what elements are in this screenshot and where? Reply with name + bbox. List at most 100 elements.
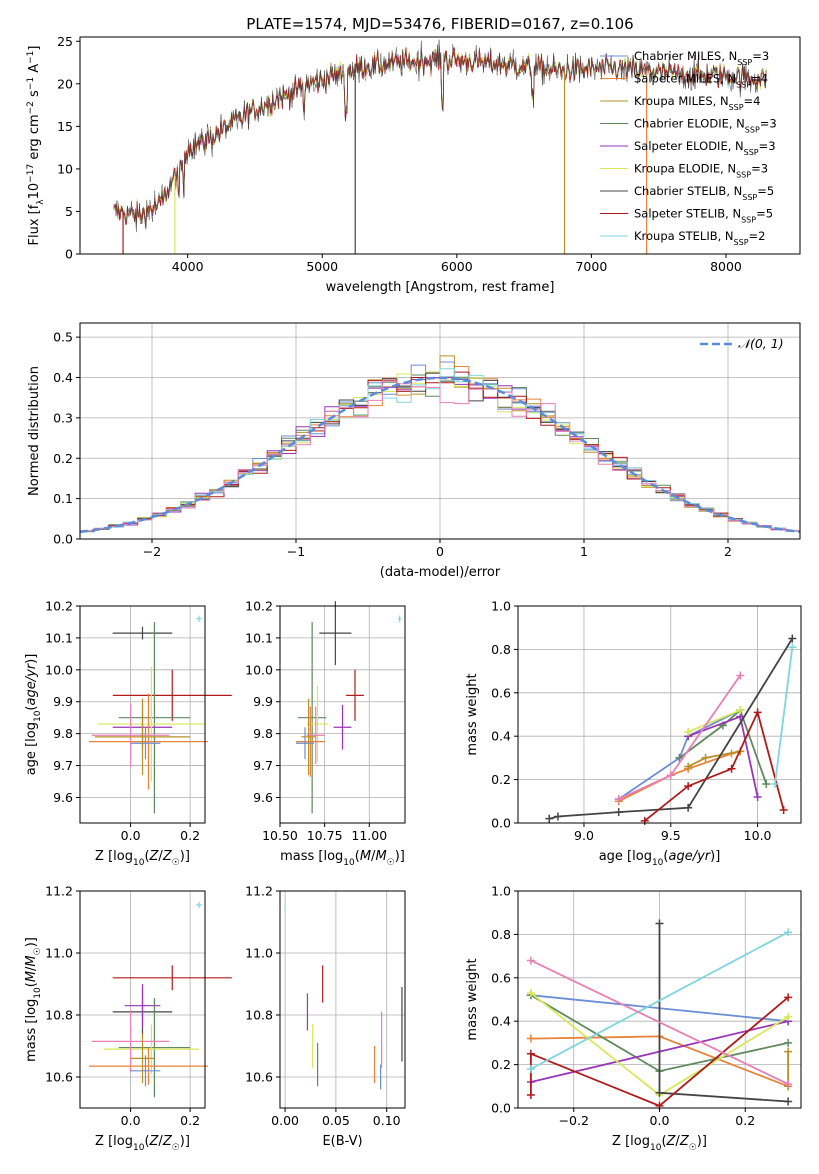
axes-frame	[279, 890, 406, 1109]
x-tick-label: 0.0	[121, 1113, 141, 1128]
data-point	[784, 928, 793, 937]
y-tick-label: 0.6	[491, 685, 511, 700]
y-tick-label: 11.0	[45, 946, 73, 961]
series-line-kroupa-stelib	[774, 647, 794, 785]
y-axis-label: mass weight	[465, 673, 480, 755]
series-line-kroupa-elodie	[687, 709, 741, 733]
y-tick-label: 9.9	[53, 694, 73, 709]
data-point	[684, 762, 693, 771]
data-point	[701, 753, 710, 762]
x-axis-label: mass [log10(M/M☉)]	[280, 849, 405, 868]
legend-entry: Salpeter ELODIE, NSSP=3	[634, 139, 776, 157]
x-tick-label: 0.2	[735, 1113, 755, 1128]
y-tick-label: 9.7	[253, 758, 273, 773]
data-point	[784, 1097, 793, 1106]
y-tick-label: 0.0	[491, 816, 511, 831]
y-tick-label: 15	[57, 119, 73, 134]
axes-mass-vs-Z: 0.0 0.2 10.6 10.8 11.0 11.2 Z [log10(Z/Z☉)] mas…	[24, 884, 232, 1153]
data-point	[784, 1038, 793, 1047]
y-tick-label: 9.8	[253, 726, 273, 741]
y-tick-label: 1.0	[491, 599, 511, 614]
legend-entry: Kroupa MILES, NSSP=4	[634, 94, 760, 112]
legend-entry: Kroupa STELIB, NSSP=2	[634, 229, 765, 247]
x-tick-label: 7000	[575, 259, 607, 274]
data-point	[753, 792, 762, 801]
y-tick-label: 0.8	[491, 927, 511, 942]
legend-entry: 𝒩(0, 1)	[738, 336, 784, 351]
axes-frame	[279, 605, 406, 824]
axes-age-vs-mass: 10.50 10.75 11.00 9.6 9.7 9.8 9.9 10.0 10.1 10.2 m…	[245, 599, 406, 868]
data-point	[526, 956, 535, 965]
x-axis-label: Z [log10(Z/Z☉)]	[612, 1134, 707, 1153]
x-tick-label: 10.50	[262, 828, 298, 843]
data-point	[779, 805, 788, 814]
legend-entry: Salpeter STELIB, NSSP=5	[634, 207, 773, 225]
data-point	[770, 779, 779, 788]
legend-entry: Kroupa ELODIE, NSSP=3	[634, 162, 768, 180]
data-point	[545, 814, 554, 823]
x-tick-label: 9.5	[661, 828, 681, 843]
y-tick-label: 9.8	[53, 726, 73, 741]
axes-frame	[517, 890, 802, 1109]
normal-curve	[79, 376, 801, 534]
y-tick-label: 0.6	[491, 970, 511, 985]
data-point	[614, 795, 623, 804]
data-point	[762, 779, 771, 788]
data-point	[526, 1090, 535, 1099]
data-point	[526, 1049, 535, 1058]
x-tick-label: 1	[580, 544, 588, 559]
y-tick-label: 11.2	[245, 884, 273, 899]
x-tick-label: 0.10	[373, 1113, 401, 1128]
y-tick-label: 10.0	[45, 662, 73, 677]
series-line-pink	[618, 674, 741, 800]
axes-mass-vs-ebv: 0.00 0.05 0.10 10.6 10.8 11.0 11.2 E(B-V)	[245, 884, 406, 1149]
axes-residuals: −2 −1 0 1 2 0.0 0.1 0.2 0.3 0.4 0.5 𝒩(0, 1) (data-mo…	[27, 322, 801, 580]
y-axis-label: age [log10(age/yr)]	[24, 654, 43, 776]
y-tick-label: 0.8	[491, 642, 511, 657]
y-tick-label: 0.4	[491, 729, 511, 744]
x-tick-label: 9.0	[574, 828, 594, 843]
data-point	[526, 1034, 535, 1043]
y-tick-label: 10.2	[245, 599, 273, 614]
plot-area	[113, 39, 767, 254]
y-tick-label: 0.2	[491, 772, 511, 787]
series-line-chabrier-miles	[618, 709, 741, 800]
plot-area	[284, 903, 403, 1090]
spectrum-line-salpeter-stelib	[113, 44, 767, 228]
y-axis-label: Normed distribution	[27, 366, 42, 496]
x-tick-label: −1	[287, 544, 305, 559]
legend-entry: Chabrier ELODIE, NSSP=3	[634, 117, 777, 135]
data-point	[784, 1047, 793, 1056]
y-tick-label: 9.6	[53, 790, 73, 805]
x-tick-label: −0.2	[559, 1113, 589, 1128]
legend-entry: Chabrier STELIB, NSSP=5	[634, 184, 774, 202]
data-point	[655, 1088, 664, 1097]
axes-mass-weight-vs-age: 9.0 9.5 10.0 0.0 0.2 0.4 0.6 0.8 1.0 age [log10(a…	[465, 599, 802, 868]
data-point	[788, 643, 797, 652]
x-axis-label: age [log10(age/yr)]	[599, 849, 721, 868]
x-tick-label: 0.05	[322, 1113, 350, 1128]
y-tick-label: 10.6	[45, 1070, 73, 1085]
y-tick-label: 0.2	[53, 451, 73, 466]
data-point	[753, 708, 762, 717]
y-tick-label: 11.2	[45, 884, 73, 899]
data-point	[784, 1012, 793, 1021]
x-tick-label: 2	[724, 544, 732, 559]
legend-entry: Salpeter MILES, NSSP=4	[634, 72, 768, 90]
axes-frame	[79, 36, 801, 255]
y-tick-label: 10.8	[45, 1008, 73, 1023]
x-axis-label: (data-model)/error	[380, 565, 501, 580]
plot-area	[88, 901, 232, 1098]
y-tick-label: 0	[65, 247, 73, 262]
data-point	[655, 919, 664, 928]
y-axis-label: mass [log10(M/M☉)]	[24, 937, 43, 1062]
axes-frame	[79, 890, 206, 1109]
data-point	[526, 988, 535, 997]
x-tick-label: 11.00	[351, 828, 387, 843]
y-axis-label: Flux [fλ10−17 erg cm−2 s−1 A−1]	[26, 46, 46, 246]
x-tick-label: 6000	[441, 259, 473, 274]
series-line-kroupa-stelib	[530, 931, 789, 1070]
series-line-salpeter-stelib	[530, 996, 789, 1107]
y-tick-label: 0.4	[491, 1014, 511, 1029]
